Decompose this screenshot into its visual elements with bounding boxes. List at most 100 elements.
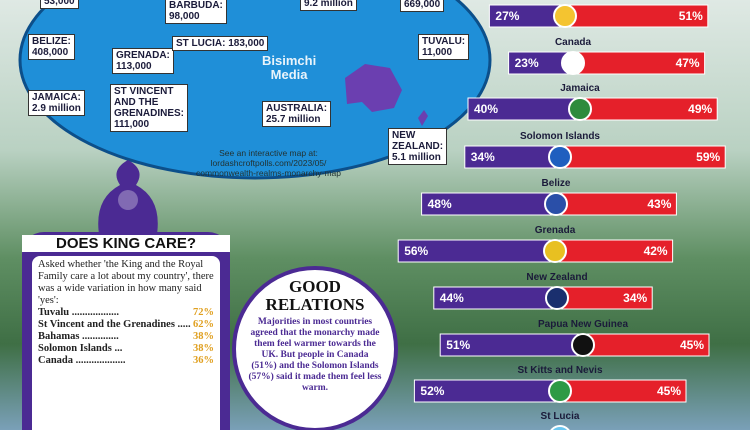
- value-label: 47%: [676, 56, 700, 70]
- label-line: BELIZE:: [32, 36, 71, 47]
- watermark: Bisimchi Media: [262, 54, 316, 82]
- title-line: GOOD: [289, 277, 341, 296]
- map-label: 669,000: [400, 0, 445, 12]
- flag: [553, 4, 577, 28]
- category-label: Canada: [555, 37, 592, 48]
- label-line: AUSTRALIA:: [266, 103, 328, 114]
- crown-jewel: [118, 190, 138, 210]
- value-label: 51%: [446, 338, 470, 352]
- label-line: ST VINCENT: [114, 86, 174, 97]
- map-label: 53,000: [40, 0, 79, 9]
- category-label: Papua New Guinea: [538, 319, 628, 330]
- label-line: 11,000: [422, 47, 453, 58]
- category-label: New Zealand: [526, 272, 587, 283]
- value-label: 52%: [420, 384, 444, 398]
- map-note: See an interactive map at: lordashcroftp…: [196, 148, 341, 178]
- list-item: Bahamas .............. 38%: [38, 331, 214, 343]
- label-line: 5.1 million: [392, 152, 441, 163]
- flag: [561, 51, 585, 75]
- new-zealand: [418, 110, 428, 126]
- watermark-line: Bisimchi: [262, 53, 317, 68]
- value-label: 59%: [696, 150, 720, 164]
- label-line: 98,000: [169, 11, 200, 22]
- label-line: BARBUDA:: [169, 0, 223, 11]
- map-label: BELIZE: 408,000: [28, 34, 75, 60]
- value-label: 44%: [440, 291, 464, 305]
- category-label: Solomon Islands: [520, 131, 600, 142]
- value-label: 43%: [647, 197, 671, 211]
- label-line: 2.9 million: [32, 103, 81, 114]
- item-value: 38%: [193, 331, 214, 342]
- item-name: Solomon Islands ...: [38, 343, 123, 354]
- flag: [550, 425, 570, 430]
- item-name: Bahamas ..............: [38, 331, 119, 342]
- value-label: 56%: [404, 244, 428, 258]
- king-box: DOES KING CARE? Asked whether 'the King …: [22, 232, 230, 430]
- watermark-line: Media: [270, 67, 308, 82]
- list-item: Solomon Islands ... 38%: [38, 343, 214, 355]
- australia: [345, 64, 402, 112]
- flag: [543, 239, 567, 263]
- value-label: 48%: [428, 197, 452, 211]
- note-line: commonwealth-realms-monarchy-map: [196, 168, 342, 178]
- item-value: 38%: [193, 343, 214, 354]
- label-line: 25.7 million: [266, 114, 321, 125]
- flag: [544, 192, 568, 216]
- category-label: St Lucia: [541, 411, 580, 422]
- value-label: 27%: [495, 9, 519, 23]
- list-item: Tuvalu .................. 72%: [38, 307, 214, 319]
- flag: [568, 97, 592, 121]
- map-label: 9.2 million: [300, 0, 357, 11]
- map-label: NEW ZEALAND: 5.1 million: [388, 128, 448, 165]
- king-text: Asked whether 'the King and the Royal Fa…: [38, 259, 214, 306]
- value-label: 51%: [679, 9, 703, 23]
- map-label: AUSTRALIA: 25.7 million: [262, 101, 332, 127]
- label-line: ZEALAND:: [392, 141, 444, 152]
- label-line: 53,000: [44, 0, 75, 7]
- map-label: ST VINCENT AND THE GRENADINES: 111,000: [110, 84, 189, 132]
- category-label: Jamaica: [560, 83, 600, 94]
- label-line: 408,000: [32, 47, 69, 58]
- value-label: 23%: [515, 56, 539, 70]
- item-name: Canada ...................: [38, 355, 126, 366]
- crown: [98, 160, 158, 240]
- item-value: 72%: [193, 307, 214, 318]
- note-line: lordashcroftpolls.com/2023/05/: [210, 158, 327, 168]
- category-label: St Kitts and Nevis: [517, 365, 602, 376]
- label-line: 9.2 million: [304, 0, 353, 9]
- category-label: Belize: [542, 178, 571, 189]
- value-label: 40%: [474, 102, 498, 116]
- map-label: ST LUCIA: 183,000: [172, 36, 269, 51]
- flag: [571, 333, 595, 357]
- value-label: 42%: [644, 244, 668, 258]
- label-line: NEW: [392, 130, 416, 141]
- globe: [18, 0, 492, 180]
- label-line: 111,000: [114, 119, 150, 130]
- item-value: 62%: [193, 319, 214, 330]
- item-value: 36%: [193, 355, 214, 366]
- label-line: JAMAICA:: [32, 92, 81, 103]
- relations-text: Majorities in most countries agreed that…: [248, 317, 382, 393]
- item-name: Tuvalu ..................: [38, 307, 120, 318]
- map-label: JAMAICA: 2.9 million: [28, 90, 85, 116]
- relations-box: GOOD RELATIONS Majorities in most countri…: [232, 266, 398, 430]
- note-line: See an interactive map at:: [219, 148, 318, 158]
- king-title: DOES KING CARE?: [22, 235, 230, 252]
- label-line: 669,000: [404, 0, 441, 10]
- item-name: St Vincent and the Grenadines .....: [38, 319, 191, 330]
- map-label: BARBUDA: 98,000: [165, 0, 227, 24]
- title-line: RELATIONS: [265, 295, 365, 314]
- list-item: Canada ................... 36%: [38, 355, 214, 367]
- relations-title: GOOD RELATIONS: [236, 278, 394, 314]
- flag: [548, 379, 572, 403]
- flag: [545, 286, 569, 310]
- map-label: TUVALU: 11,000: [418, 34, 470, 60]
- king-list: Tuvalu .................. 72% St Vincent a…: [38, 307, 214, 367]
- label-line: 113,000: [116, 61, 152, 72]
- flag: [548, 145, 572, 169]
- category-label: Grenada: [535, 225, 576, 236]
- label-line: ST LUCIA: 183,000: [176, 38, 265, 49]
